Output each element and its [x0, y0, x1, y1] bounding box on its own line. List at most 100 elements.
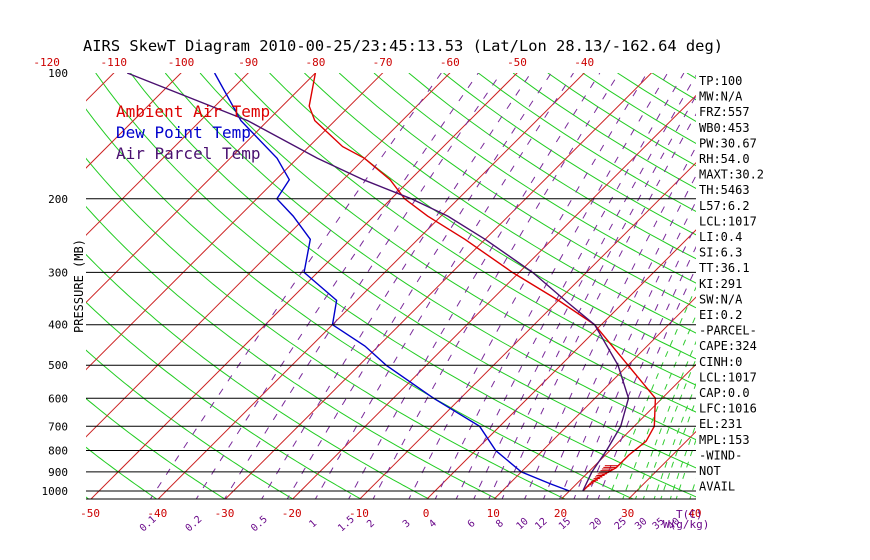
profile-air-parcel-temp: [126, 73, 630, 492]
isotherm: [291, 94, 696, 499]
pressure-tick-label: 700: [48, 420, 68, 433]
mixing-ratio-tick-label: 2: [365, 518, 377, 530]
index-label: LI:0.4: [699, 230, 742, 244]
isotherm: [86, 73, 384, 371]
bottom-temp-ticks: -50 -40 -30 -20 -10 0 10 20 30 40: [80, 507, 701, 520]
dry-adiabat: [130, 73, 696, 469]
mixing-ratio-tick-label: 1: [307, 518, 319, 530]
index-label: SW:N/A: [699, 292, 743, 306]
bottom-temp-tick-label: 0: [423, 507, 430, 520]
pressure-tick-label: 600: [48, 392, 68, 405]
isotherm: [86, 73, 182, 169]
dry-adiabat: [0, 73, 24, 502]
bottom-temp-tick-label: 20: [554, 507, 567, 520]
x-axis-label: T(C): [676, 508, 703, 521]
pressure-tick-label: 200: [48, 193, 68, 206]
index-label: RH:54.0: [699, 152, 750, 166]
isotherm: [86, 73, 451, 438]
mixing-ratio-tick-label: 10: [514, 516, 530, 532]
dry-adiabat: [861, 73, 870, 502]
isotherm: [760, 64, 870, 502]
pressure-tick-label: 300: [48, 266, 68, 279]
dry-adiabat: [408, 73, 696, 260]
index-label: LCL:1017: [699, 214, 757, 228]
mixing-ratio-tick-label: 4: [427, 518, 439, 530]
index-label: LCL:1017: [699, 370, 757, 384]
mixing-ratio-tick-label: 12: [533, 516, 549, 532]
mixing-ratio-tick-label: 30: [633, 516, 649, 532]
index-label: CINH:0: [699, 355, 742, 369]
top-temp-tick-label: -120: [33, 56, 60, 69]
bottom-temp-tick-label: -50: [80, 507, 100, 520]
legend-entry: Air Parcel Temp: [116, 144, 261, 163]
legend: Ambient Air Temp Dew Point Temp Air Parcel…: [116, 102, 270, 163]
top-temp-tick-label: -100: [168, 56, 195, 69]
index-label: EI:0.2: [699, 308, 742, 322]
dry-adiabat: [269, 73, 696, 360]
bottom-temp-tick-label: -20: [282, 507, 302, 520]
pressure-tick-label: 900: [48, 466, 68, 479]
isotherm: [560, 363, 696, 499]
top-temp-tick-label: -40: [574, 56, 594, 69]
legend-entry: Ambient Air Temp: [116, 102, 270, 121]
pressure-tick-label: 1000: [42, 485, 69, 498]
pressure-tick-label: 400: [48, 319, 68, 332]
mixing-ratio-line: [669, 422, 696, 499]
isotherm: [224, 73, 653, 499]
index-label: -WIND-: [699, 448, 742, 462]
index-label: MAXT:30.2: [699, 168, 764, 182]
index-label: FRZ:557: [699, 105, 750, 119]
index-label: SI:6.3: [699, 246, 742, 260]
dry-adiabat: [826, 73, 870, 502]
dry-adiabat: [791, 73, 870, 502]
mixing-ratio-line: [286, 73, 552, 499]
index-label: TT:36.1: [699, 261, 750, 275]
pressure-tick-label: 100: [48, 67, 68, 80]
dry-adiabat: [199, 73, 696, 413]
y-axis-label: PRESSURE (MB): [72, 239, 86, 333]
top-temp-tick-label: -80: [305, 56, 325, 69]
dry-adiabat: [234, 73, 696, 386]
mixing-ratio-unit: W(g/kg): [663, 518, 709, 531]
isotherm: [86, 73, 115, 102]
bottom-temp-tick-label: 30: [621, 507, 634, 520]
mixing-ratio-tick-label: 6: [466, 518, 478, 530]
isotherms: [86, 64, 870, 502]
mixing-ratio-line: [586, 245, 696, 499]
top-temp-tick-label: -90: [238, 56, 258, 69]
index-label: TH:5463: [699, 183, 750, 197]
top-temp-ticks: -120 -110 -100 -90 -80 -70 -60 -50 -40: [33, 56, 594, 69]
profile-ambient-air-temp: [308, 73, 657, 492]
isotherm: [359, 162, 696, 499]
top-temp-tick-label: -50: [507, 56, 527, 69]
bottom-temp-tick-label: -10: [349, 507, 369, 520]
mixing-ratio-line: [223, 73, 502, 499]
bottom-temp-tick-label: -40: [147, 507, 167, 520]
isotherm: [157, 73, 585, 499]
mixing-ratio-tick-label: 0.2: [184, 514, 205, 534]
index-label: NOT: [699, 464, 721, 478]
dry-adiabat: [338, 73, 696, 309]
profile-dew-point-temp: [213, 73, 570, 492]
mixing-ratio-line: [741, 73, 870, 502]
pressure-ticks: 100 200 300 400 500 600 700 800 900 1000: [42, 67, 69, 498]
isobars: [86, 198, 696, 500]
isotherm: [90, 73, 518, 499]
top-temp-tick-label: -110: [101, 56, 128, 69]
mixing-ratio-tick-label: 0.5: [249, 514, 270, 534]
mixing-ratio-tick-label: 20: [588, 516, 604, 532]
top-temp-tick-label: -70: [373, 56, 393, 69]
index-label: -PARCEL-: [699, 324, 757, 338]
chart-title: AIRS SkewT Diagram 2010-00-25/23:45:13.5…: [83, 37, 723, 55]
index-label: AVAIL: [699, 480, 735, 494]
isotherm: [426, 229, 696, 499]
index-label: CAP:0.0: [699, 386, 750, 400]
pressure-tick-label: 500: [48, 359, 68, 372]
bottom-temp-tick-label: -30: [215, 507, 235, 520]
index-label: KI:291: [699, 277, 742, 291]
dry-adiabat: [304, 73, 696, 334]
index-label: LFC:1016: [699, 402, 757, 416]
dry-adiabat: [373, 73, 696, 284]
dry-adiabat: [164, 73, 696, 441]
